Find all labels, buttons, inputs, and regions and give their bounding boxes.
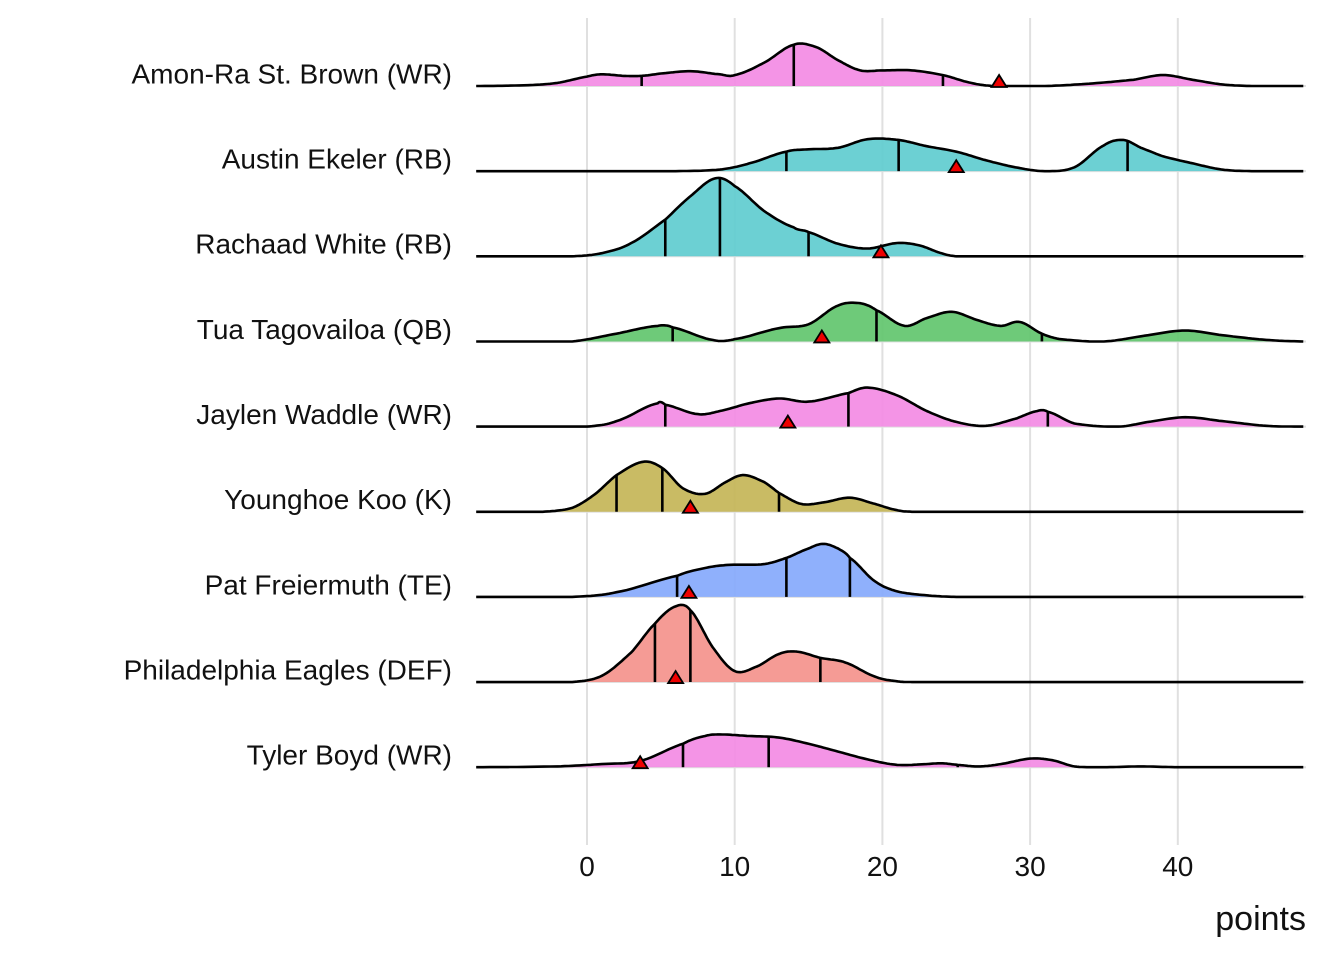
projection-marker: [681, 499, 700, 514]
projection-marker: [631, 754, 650, 770]
y-label: Amon-Ra St. Brown (WR): [132, 58, 453, 89]
projection-marker: [989, 73, 1009, 88]
density-fill: [476, 387, 1304, 427]
density-outline: [476, 542, 1304, 599]
y-label: Pat Freiermuth (TE): [205, 569, 452, 600]
projection-marker: [812, 328, 831, 344]
density-fill: [476, 604, 1304, 683]
y-label: Austin Ekeler (RB): [222, 144, 452, 175]
x-axis-ticks: 0 10 20 30 40: [579, 851, 1193, 882]
projection-marker: [778, 413, 797, 429]
projection-marker: [947, 158, 966, 174]
x-tick-label: 20: [867, 851, 898, 882]
density-fill: [476, 302, 1304, 342]
projection-marker: [666, 669, 685, 684]
density-fill: [476, 734, 1304, 768]
density-outline: [476, 137, 1304, 173]
ridge-3: [476, 301, 1304, 344]
ridge-7: [476, 603, 1304, 684]
y-label: Tua Tagovailoa (QB): [197, 314, 452, 345]
y-label: Philadelphia Eagles (DEF): [124, 654, 452, 685]
y-label: Jaylen Waddle (WR): [196, 399, 452, 430]
y-label: Younghoe Koo (K): [224, 484, 452, 515]
ridge-6: [476, 542, 1304, 599]
x-tick-label: 40: [1162, 851, 1193, 882]
density-outline: [476, 733, 1304, 769]
density-outline: [476, 176, 1304, 258]
ridge-0: [476, 42, 1304, 88]
density-outline: [476, 386, 1304, 428]
density-fill: [476, 177, 1304, 257]
x-tick-label: 0: [579, 851, 595, 882]
projection-marker: [871, 243, 891, 259]
y-label: Rachaad White (RB): [195, 229, 452, 260]
ridges: [476, 42, 1304, 770]
density-fill: [476, 461, 1304, 512]
x-tick-label: 10: [719, 851, 750, 882]
density-outline: [476, 603, 1304, 684]
density-outline: [476, 42, 1304, 88]
density-outline: [476, 301, 1304, 343]
projection-marker: [679, 584, 699, 599]
density-fill: [476, 43, 1304, 86]
x-axis-title: points: [1215, 900, 1306, 938]
y-label: Tyler Boyd (WR): [247, 740, 452, 771]
ridge-2: [476, 176, 1304, 259]
ridge-4: [476, 386, 1304, 429]
density-fill: [476, 543, 1304, 597]
density-outline: [476, 460, 1304, 514]
density-fill: [476, 138, 1304, 172]
x-tick-label: 30: [1015, 851, 1046, 882]
y-axis-labels: Amon-Ra St. Brown (WR) Austin Ekeler (RB)…: [124, 58, 452, 770]
ridge-5: [476, 460, 1304, 514]
ridge-8: [476, 733, 1304, 770]
ridge-1: [476, 137, 1304, 174]
